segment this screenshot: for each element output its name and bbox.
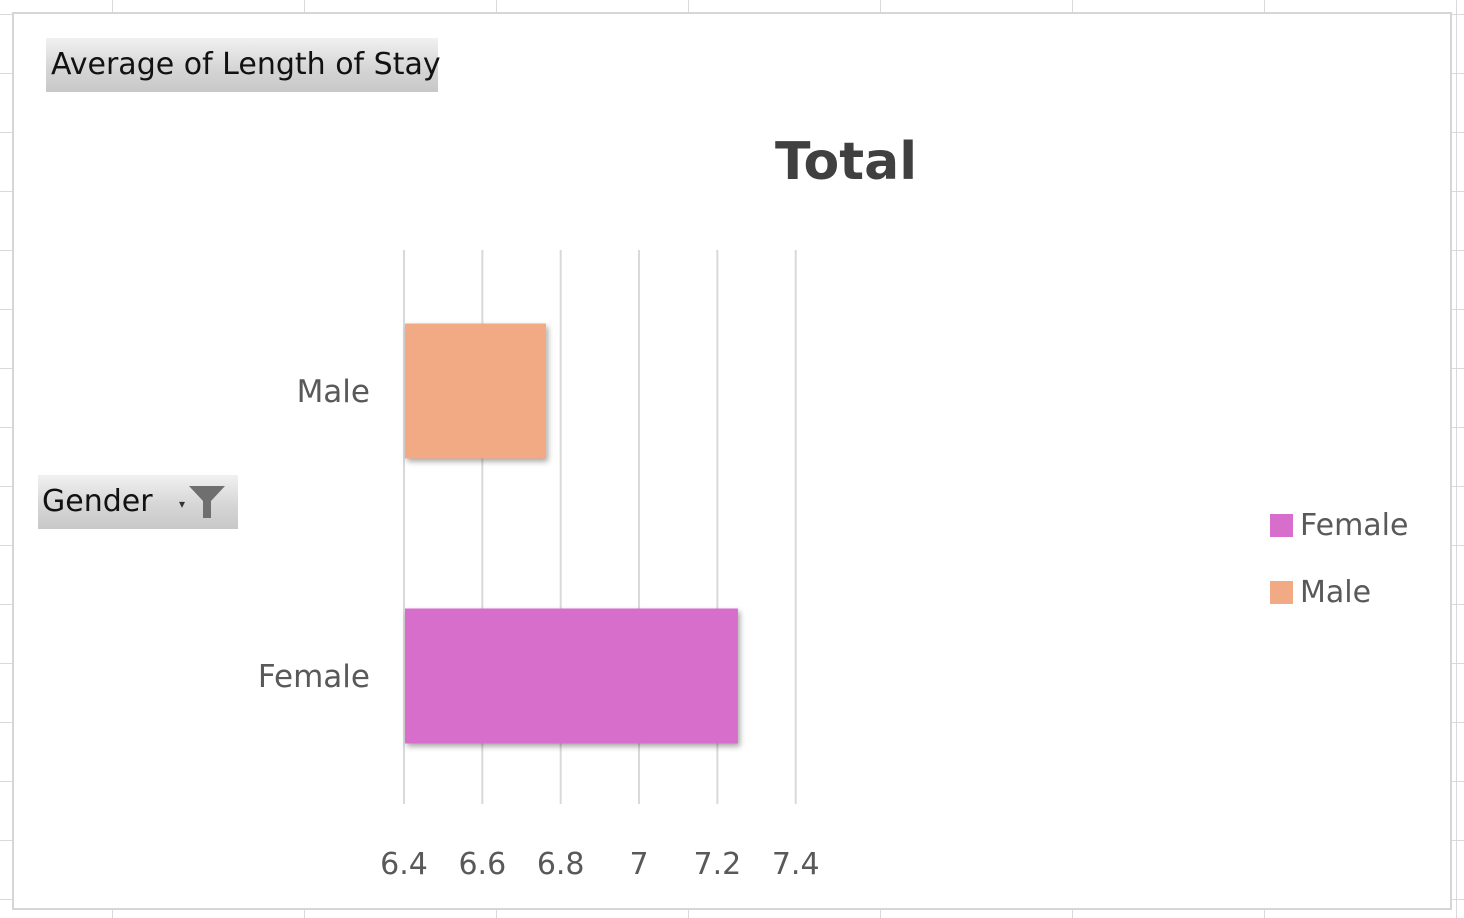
x-tick-label: 7.4 (772, 847, 820, 882)
x-tick-label: 7.2 (694, 847, 742, 882)
pivot-chart[interactable]: Average of Length of Stay Total Gender ▾… (12, 12, 1452, 910)
legend-label: Male (1300, 574, 1372, 610)
bars (405, 323, 738, 744)
legend: Female Male (1270, 508, 1408, 642)
legend-swatch-female (1270, 513, 1293, 537)
legend-label: Female (1300, 507, 1409, 543)
value-field-label: Average of Length of Stay (51, 47, 441, 82)
category-axis: Male Female (258, 374, 370, 695)
x-tick-label: 6.4 (380, 847, 428, 882)
x-tick-label: 6.6 (458, 847, 506, 882)
value-field-button[interactable]: Average of Length of Stay (46, 38, 441, 92)
legend-swatch-male (1270, 580, 1293, 604)
filter-icon[interactable] (188, 484, 226, 520)
x-tick-label: 7 (629, 847, 648, 882)
legend-item-female[interactable]: Female (1270, 507, 1409, 543)
dropdown-caret-icon: ▾ (179, 497, 186, 511)
plot-area: Male Female 6.4 6.6 6.8 7 7.2 7.4 (258, 250, 820, 882)
category-label: Male (297, 374, 370, 410)
bar-male[interactable] (405, 323, 547, 459)
value-axis: 6.4 6.6 6.8 7 7.2 7.4 (380, 847, 819, 882)
gender-field-button[interactable]: Gender ▾ (38, 475, 238, 529)
x-tick-label: 6.8 (537, 847, 585, 882)
gender-field-label: Gender (42, 484, 153, 519)
category-label: Female (258, 659, 370, 695)
bar-female[interactable] (405, 608, 738, 744)
legend-item-male[interactable]: Male (1270, 574, 1408, 610)
